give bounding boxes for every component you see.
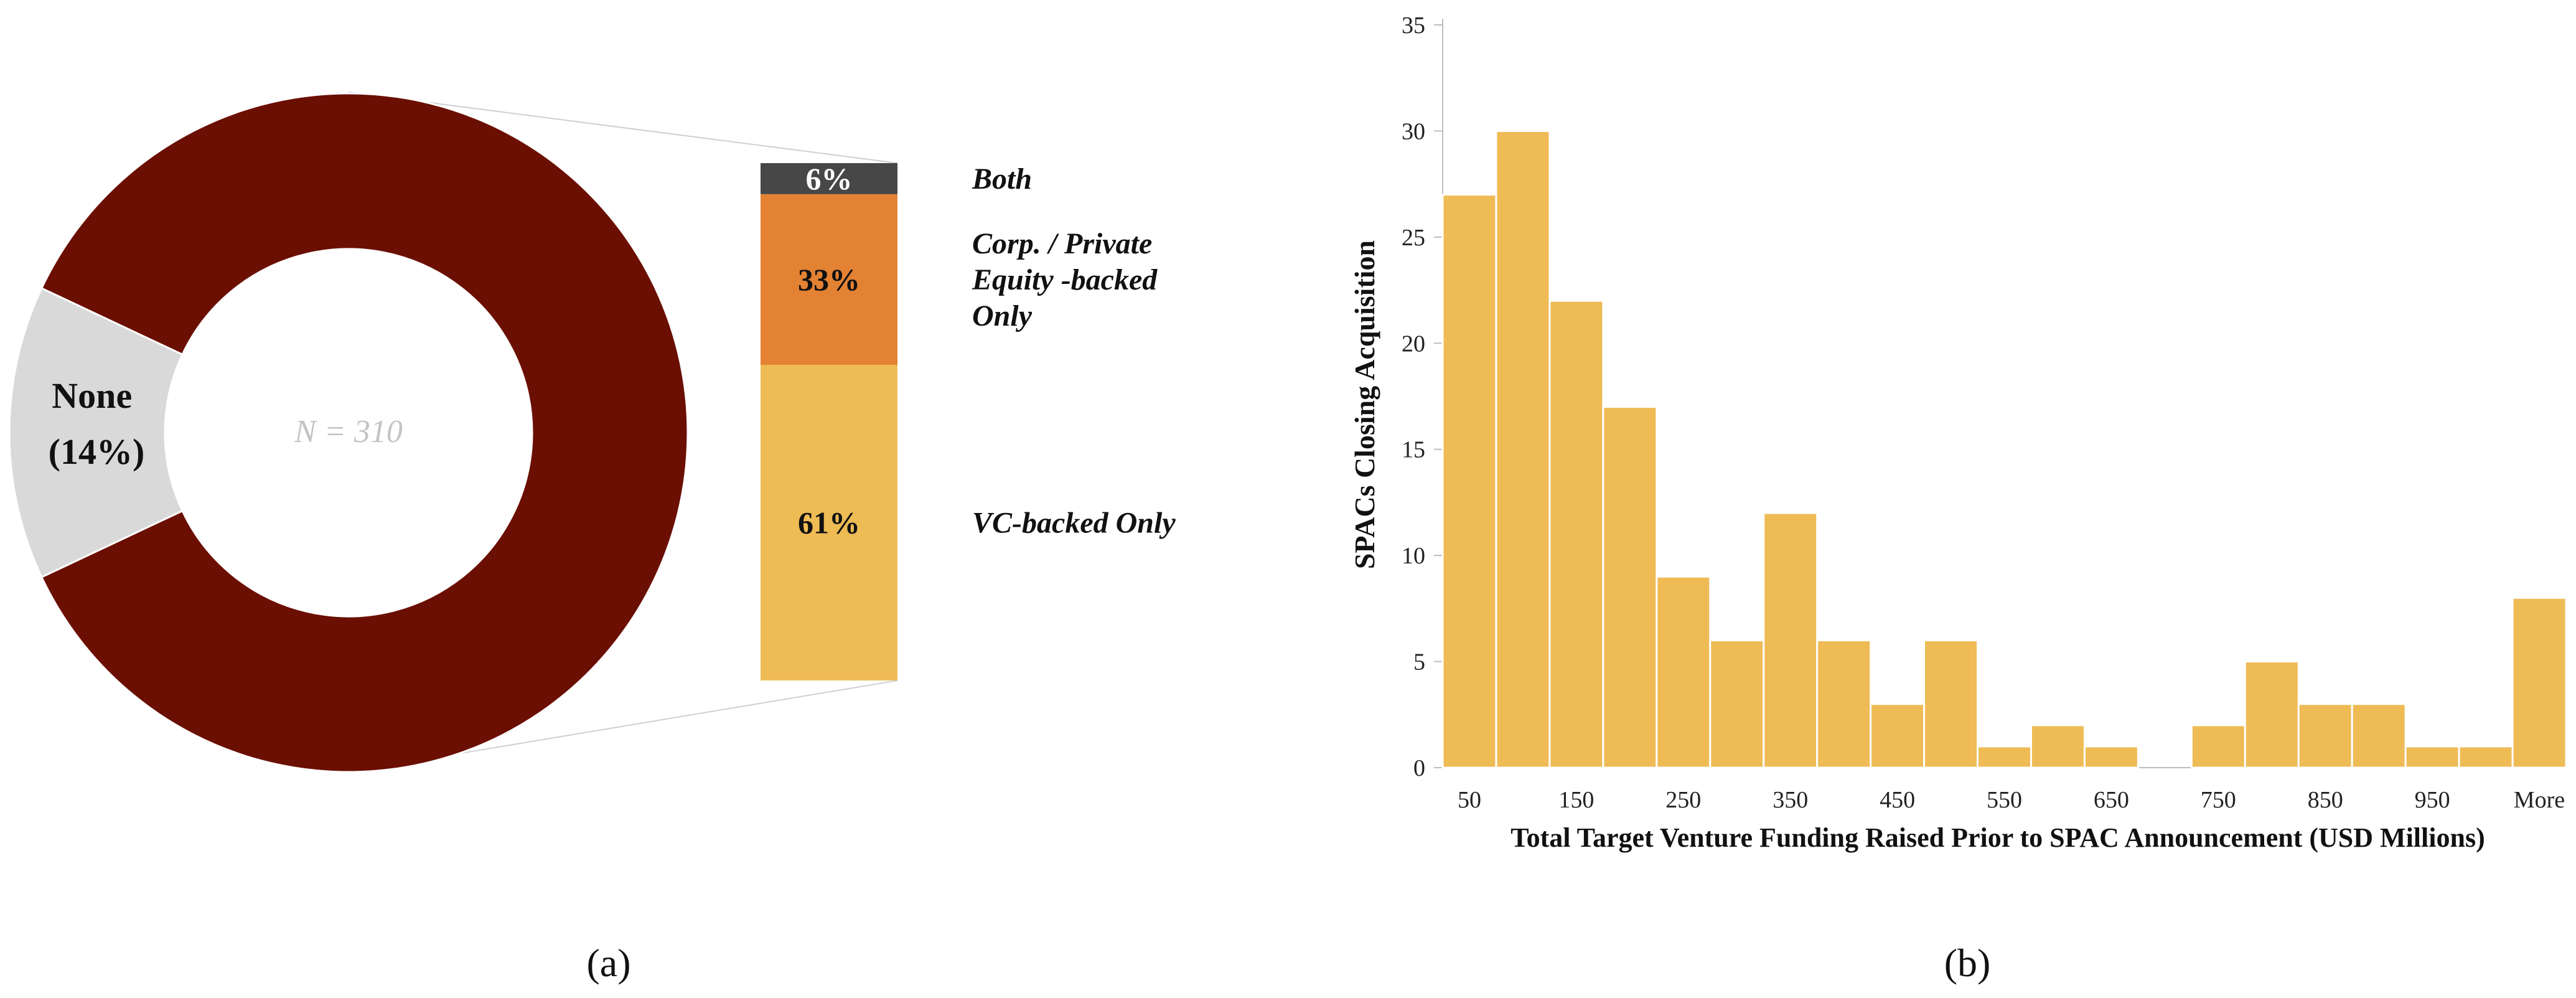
histogram-bar-100 — [1495, 129, 1551, 769]
none-slice-label-line1: None — [52, 375, 132, 416]
donut-slice-none — [8, 286, 184, 579]
breakdown-bar-segment-2 — [761, 163, 897, 194]
x-tick-label-6: 350 — [1773, 787, 1808, 813]
x-tick-label-16: 850 — [2308, 787, 2343, 813]
histogram-bar-1000 — [2458, 745, 2514, 769]
donut-slice-backed — [40, 92, 689, 773]
histogram-bar-750 — [2190, 724, 2246, 769]
x-tick-label-20: More — [2514, 787, 2565, 813]
breakdown-category-label-0: VC-backed Only — [972, 507, 1176, 540]
panel-label-a: (a) — [586, 941, 630, 985]
histogram-bar-350 — [1763, 512, 1819, 769]
y-tick-label-7: 35 — [1402, 12, 1425, 39]
x-tick-label-2: 150 — [1558, 787, 1594, 813]
panel-label-b: (b) — [1944, 941, 1991, 985]
x-tick-label-18: 950 — [2415, 787, 2450, 813]
histogram-bar-900 — [2351, 703, 2407, 769]
none-slice-label-line2: (14%) — [49, 431, 145, 472]
connector-line-top — [348, 92, 898, 164]
donut-center-label: N = 310 — [294, 414, 403, 450]
breakdown-bar-segment-0 — [761, 365, 897, 680]
y-tick-label-1: 5 — [1413, 649, 1425, 676]
x-tick-label-8: 450 — [1880, 787, 1915, 813]
breakdown-category-label-2: Both — [972, 162, 1032, 195]
y-tick-label-3: 15 — [1402, 437, 1425, 463]
histogram-bar-200 — [1602, 406, 1658, 769]
histogram-bar-300 — [1709, 639, 1765, 769]
y-tick-label-4: 20 — [1402, 331, 1425, 357]
x-axis-label: Total Target Venture Funding Raised Prio… — [1510, 822, 2485, 853]
histogram-bar-600 — [2030, 724, 2086, 769]
histogram-bar-450 — [1870, 703, 1926, 769]
histogram-bar-500 — [1923, 639, 1979, 769]
x-tick-label-10: 550 — [1987, 787, 2022, 813]
histogram-bar-More — [2511, 596, 2567, 769]
panel-b-histogram: 0 5 10 15 20 25 30 35 50 150 250 350 450 550 650 750 85… — [1349, 12, 2567, 985]
y-tick-label-5: 25 — [1402, 225, 1425, 251]
x-tick-label-14: 750 — [2201, 787, 2236, 813]
x-tick-label-0: 50 — [1458, 787, 1481, 813]
y-axis-label: SPACs Closing Acquisition — [1349, 240, 1380, 569]
none-slice-label: None (14%) — [49, 375, 145, 472]
y-tick-label-0: 0 — [1413, 755, 1425, 781]
histogram-bar-950 — [2404, 745, 2460, 769]
histogram-bar-400 — [1816, 639, 1872, 769]
histogram-bar-800 — [2244, 661, 2300, 769]
breakdown-pct-label-2: 6% — [806, 161, 853, 196]
x-tick-label-12: 650 — [2094, 787, 2129, 813]
histogram-bar-250 — [1656, 575, 1712, 769]
histogram-bar-550 — [1977, 745, 2032, 769]
y-tick-label-6: 30 — [1402, 118, 1425, 144]
histogram-bar-150 — [1548, 299, 1604, 769]
breakdown-bar-segment-1 — [761, 194, 897, 365]
histogram-bar-650 — [2083, 745, 2139, 769]
panel-a-donut-chart: N = 310 None (14%) 61% 33% 6% VC-backed On… — [8, 92, 1176, 985]
x-tick-label-4: 250 — [1665, 787, 1701, 813]
breakdown-category-label-1: Corp. / Private Equity -backed Only — [972, 227, 1158, 332]
histogram-bar-50 — [1441, 194, 1497, 769]
breakdown-pct-label-0: 61% — [798, 506, 860, 540]
histogram-bar-850 — [2297, 703, 2353, 769]
y-tick-label-2: 10 — [1402, 543, 1425, 569]
breakdown-pct-label-1: 33% — [798, 262, 860, 297]
